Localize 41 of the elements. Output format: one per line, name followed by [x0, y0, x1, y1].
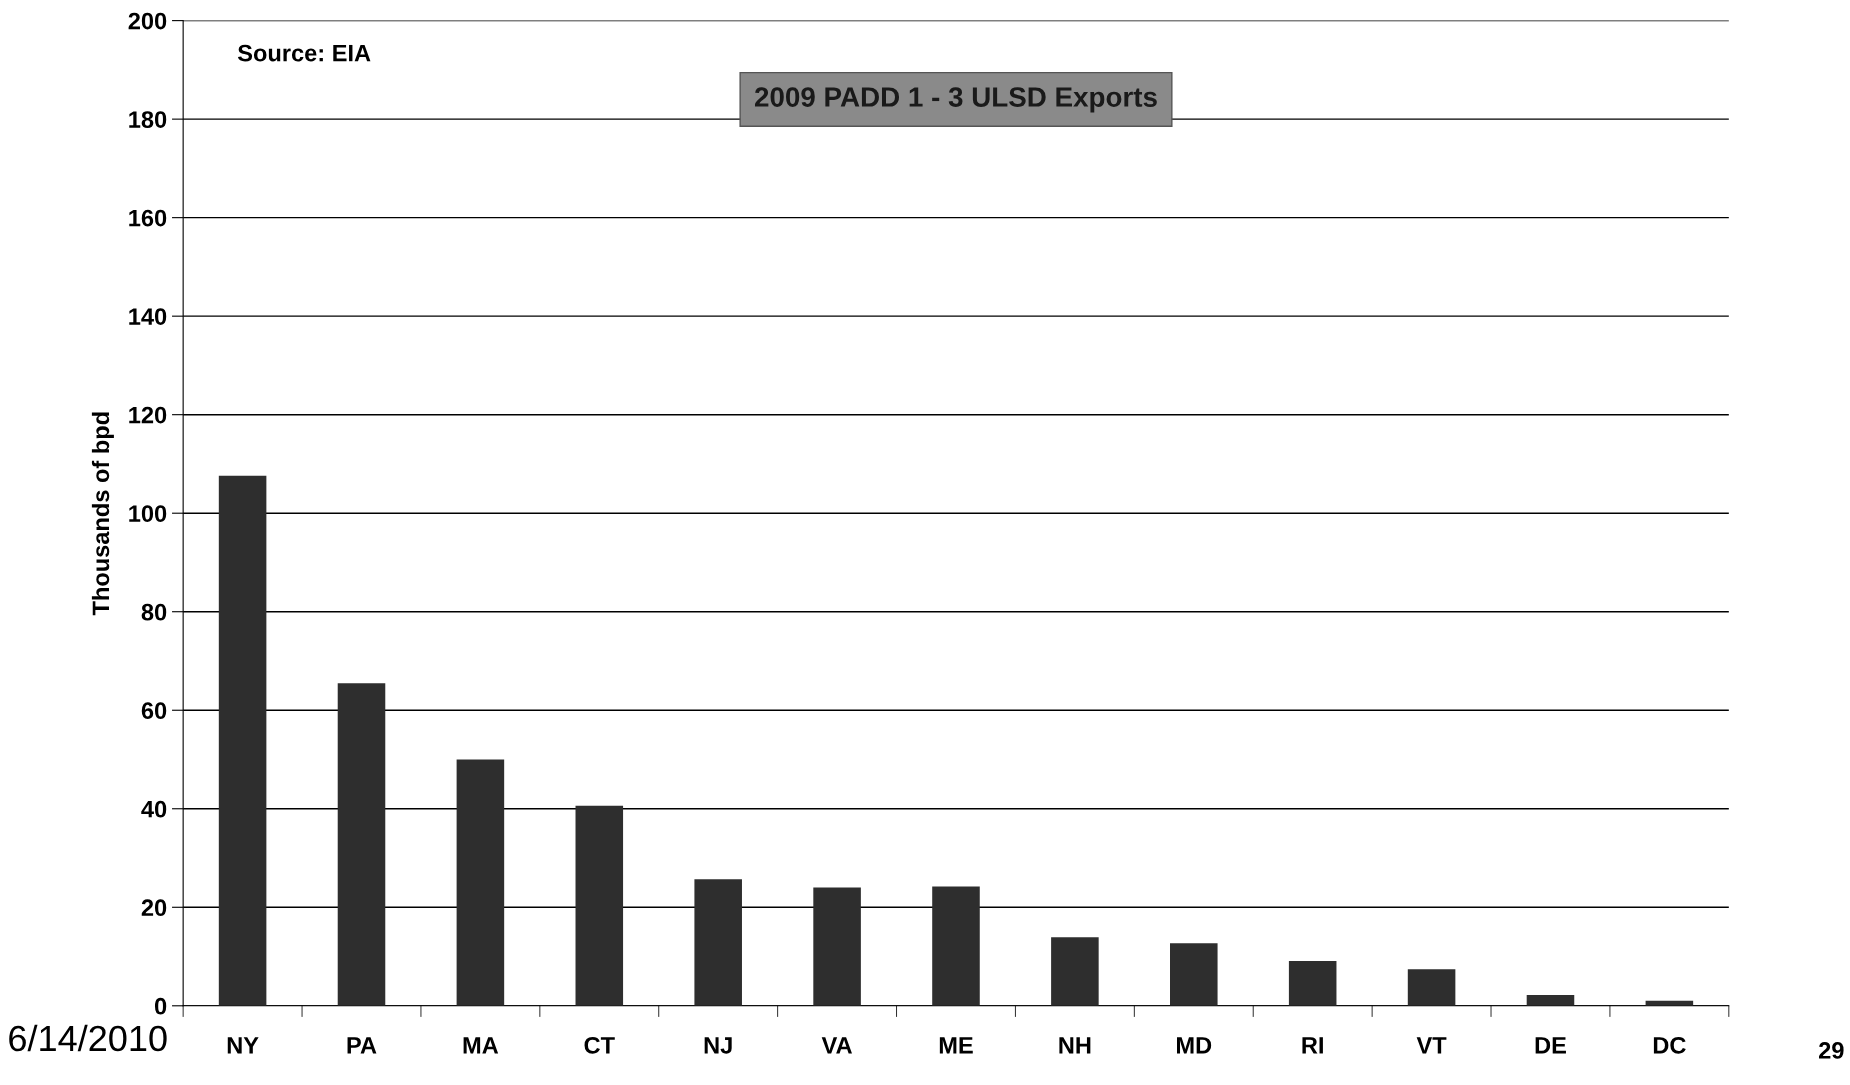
- x-tick-label: DC: [1653, 1036, 1686, 1054]
- y-tick-label: 180: [129, 111, 167, 128]
- x-tick-label: NY: [227, 1037, 259, 1054]
- x-tick-label: DE: [1535, 1037, 1566, 1054]
- y-tick-label: 20: [141, 899, 167, 917]
- x-tick-label: CT: [584, 1036, 615, 1054]
- y-tick-label: 60: [141, 702, 167, 720]
- x-tick-label: RI: [1302, 1037, 1323, 1054]
- bar: [932, 886, 980, 1006]
- text: 2009 PADD 1 - 3 ULSD Exports: [754, 87, 1157, 113]
- x-tick-label: MD: [1177, 1037, 1212, 1054]
- bar: [456, 759, 505, 1006]
- bar: [337, 683, 386, 1006]
- y-tick-label: 0: [154, 997, 167, 1015]
- text: 29: [1819, 1042, 1844, 1059]
- x-tick-label: VA: [821, 1037, 852, 1054]
- x-tick-label: PA: [347, 1037, 377, 1054]
- text: 6/14/2010: [9, 1024, 167, 1052]
- bar: [575, 805, 624, 1006]
- bar: [1051, 937, 1099, 1006]
- y-tick-label: 80: [141, 603, 167, 621]
- y-tick-label: 140: [129, 308, 167, 325]
- y-tick-label: 100: [129, 505, 167, 522]
- x-tick-label: ME: [939, 1037, 973, 1054]
- x-tick-label: MA: [463, 1037, 499, 1054]
- y-tick-label: 120: [129, 406, 167, 424]
- y-tick-label: 40: [141, 800, 167, 818]
- bar: [1407, 969, 1456, 1006]
- x-tick-label: NH: [1059, 1037, 1091, 1054]
- bar: [218, 475, 267, 1006]
- bar: [694, 879, 742, 1006]
- y-tick-label: 200: [128, 12, 167, 30]
- x-tick-label: NJ: [704, 1037, 732, 1054]
- y-tick-label: 160: [129, 209, 167, 227]
- annotation: Source: EIA: [237, 44, 371, 62]
- bar: [813, 887, 861, 1006]
- y-axis-title: Thousands of bpd: [91, 412, 114, 616]
- x-tick-label: VT: [1416, 1037, 1447, 1054]
- bar: [1526, 994, 1575, 1006]
- bar: [1288, 960, 1337, 1006]
- bar: [1170, 943, 1218, 1006]
